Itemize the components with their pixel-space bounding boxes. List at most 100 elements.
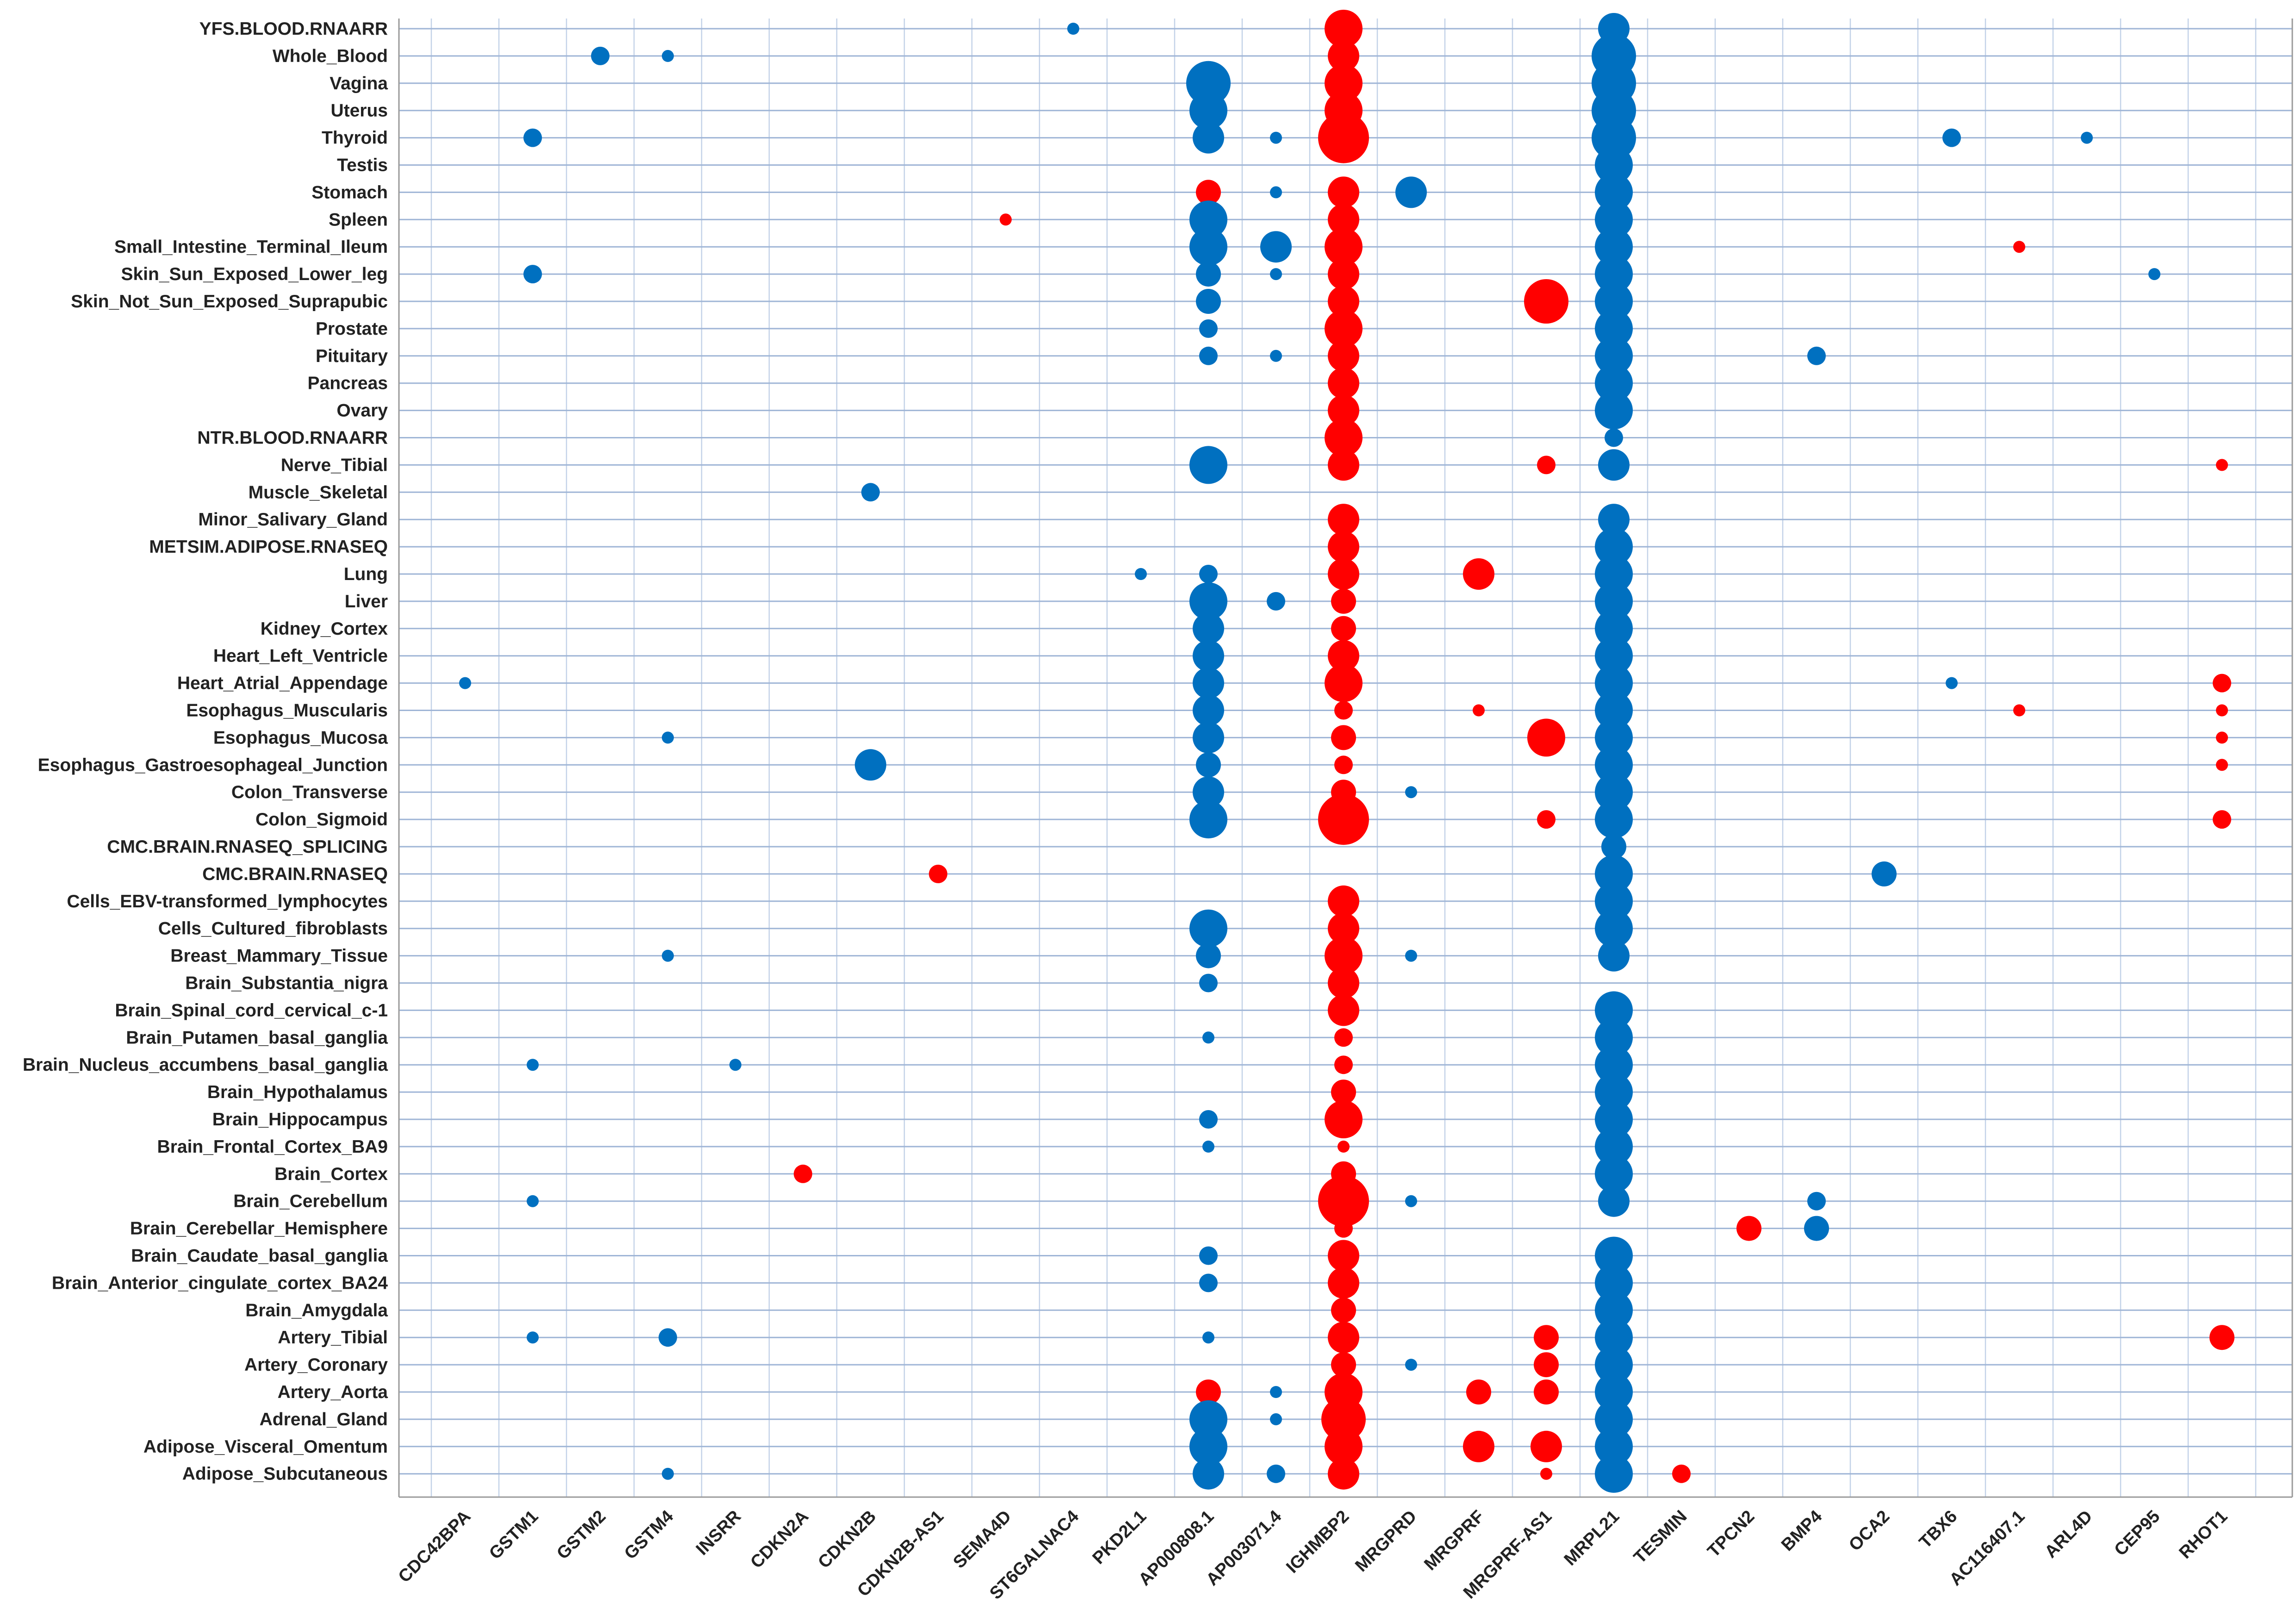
- bubble-point: [1595, 1073, 1633, 1111]
- bubble-point: [1328, 176, 1359, 208]
- y-tick-label: Esophagus_Mucosa: [213, 728, 388, 748]
- bubble-point: [1325, 418, 1363, 457]
- bubble-point: [1334, 1055, 1353, 1074]
- bubble-point: [1595, 200, 1633, 239]
- bubble-point: [1595, 1291, 1633, 1330]
- y-tick-label: Spleen: [329, 210, 388, 230]
- y-tick-label: Brain_Cerebellar_Hemisphere: [130, 1219, 388, 1239]
- y-tick-label: Pituitary: [316, 346, 388, 366]
- bubble-point: [1807, 346, 1826, 365]
- bubble-point: [1325, 1427, 1363, 1466]
- bubble-point: [1186, 61, 1231, 106]
- bubble-point: [1595, 1346, 1633, 1384]
- bubble-point: [591, 46, 610, 65]
- y-tick-label: Brain_Hypothalamus: [207, 1082, 388, 1102]
- bubble-point: [1807, 1192, 1826, 1211]
- y-tick-label: NTR.BLOOD.RNAARR: [197, 428, 388, 448]
- bubble-point: [527, 1059, 539, 1071]
- y-tick-label: Brain_Cortex: [274, 1164, 388, 1184]
- bubble-point: [1267, 1464, 1285, 1483]
- bubble-point: [1598, 504, 1630, 536]
- y-tick-label: Ovary: [336, 401, 388, 421]
- bubble-point: [1463, 558, 1494, 590]
- bubble-point: [1595, 800, 1633, 839]
- bubble-point: [1196, 752, 1221, 778]
- bubble-point: [1592, 115, 1636, 160]
- bubble-point: [1328, 449, 1359, 481]
- y-tick-label: Brain_Caudate_basal_ganglia: [131, 1246, 388, 1266]
- bubble-point: [1595, 1373, 1633, 1411]
- bubble-point: [523, 265, 542, 284]
- bubble-point: [1325, 664, 1363, 702]
- bubble-point: [1196, 943, 1221, 968]
- bubble-point: [1595, 991, 1633, 1030]
- bubble-point: [1318, 112, 1369, 163]
- bubble-point: [1534, 1352, 1559, 1378]
- bubble-point: [1328, 258, 1359, 290]
- bubble-point: [1067, 23, 1079, 35]
- bubble-point: [1202, 1140, 1214, 1153]
- bubble-point: [1534, 1325, 1559, 1350]
- bubble-point: [1328, 340, 1359, 372]
- bubble-point: [1338, 1140, 1350, 1153]
- bubble-point: [1270, 186, 1282, 199]
- bubble-point: [1325, 1100, 1363, 1138]
- bubble-point: [662, 731, 674, 744]
- y-tick-label: CMC.BRAIN.RNASEQ_SPLICING: [107, 837, 388, 857]
- bubble-point: [1595, 1400, 1633, 1438]
- bubble-point: [1331, 616, 1356, 641]
- bubble-point: [1595, 364, 1633, 402]
- bubble-point: [1534, 1380, 1559, 1405]
- y-tick-label: Vagina: [330, 74, 388, 94]
- bubble-point: [1595, 146, 1633, 184]
- bubble-point: [1325, 10, 1363, 48]
- bubble-point: [662, 949, 674, 962]
- bubble-point: [1328, 286, 1359, 317]
- bubble-point: [1601, 834, 1626, 859]
- bubble-point: [1473, 704, 1485, 717]
- bubble-point: [1595, 255, 1633, 293]
- bubbles: [459, 10, 2234, 1493]
- bubble-point: [2213, 810, 2231, 829]
- bubble-point: [1199, 319, 1218, 338]
- bubble-point: [1318, 794, 1369, 845]
- bubble-point: [1531, 1430, 1562, 1462]
- bubble-point: [1405, 1359, 1417, 1371]
- bubble-point: [1325, 309, 1363, 348]
- bubble-point: [1595, 228, 1633, 266]
- bubble-point: [1328, 367, 1359, 399]
- y-tick-label: METSIM.ADIPOSE.RNASEQ: [149, 537, 388, 557]
- bubble-point: [1524, 279, 1568, 324]
- bubble-point: [1537, 810, 1556, 829]
- bubble-point: [1672, 1464, 1691, 1483]
- bubble-point: [1595, 391, 1633, 430]
- y-tick-label: Cells_EBV-transformed_lymphocytes: [67, 892, 388, 911]
- y-tick-label: Lung: [344, 564, 388, 584]
- bubble-point: [1595, 664, 1633, 702]
- bubble-point: [1328, 1322, 1359, 1354]
- bubble-point: [1946, 677, 1958, 689]
- bubble-point: [1595, 173, 1633, 212]
- bubble-point: [527, 1195, 539, 1207]
- bubble-point: [1328, 40, 1359, 72]
- bubble-point: [1736, 1216, 1761, 1241]
- y-tick-label: Brain_Hippocampus: [212, 1110, 388, 1130]
- bubble-point: [1595, 773, 1633, 812]
- bubble-point: [1598, 940, 1630, 972]
- bubble-point: [1942, 128, 1961, 147]
- bubble-point: [1189, 582, 1227, 620]
- bubble-point: [1267, 592, 1285, 611]
- bubble-point: [1135, 568, 1147, 580]
- bubble-point: [1328, 912, 1359, 944]
- bubble-point: [1595, 909, 1633, 948]
- bubble-point: [1321, 1397, 1366, 1442]
- bubble-point: [662, 50, 674, 62]
- bubble-point: [2216, 704, 2228, 717]
- bubble-point: [1199, 1110, 1218, 1129]
- y-tick-label: Colon_Transverse: [231, 782, 388, 802]
- y-tick-label: Whole_Blood: [273, 46, 388, 66]
- y-tick-label: Small_Intestine_Terminal_Ileum: [114, 237, 388, 257]
- bubble-point: [1595, 1018, 1633, 1057]
- bubble-point: [1202, 1031, 1214, 1044]
